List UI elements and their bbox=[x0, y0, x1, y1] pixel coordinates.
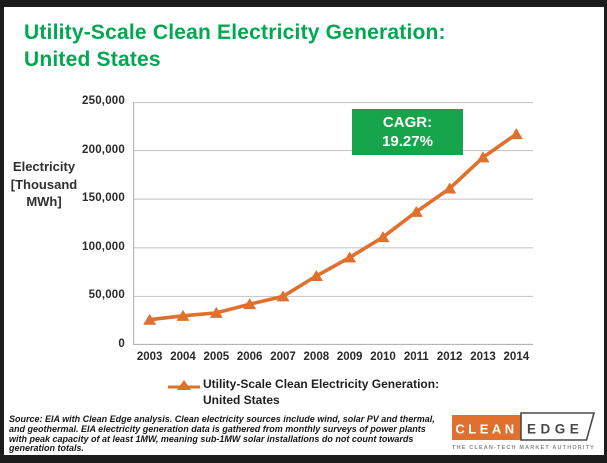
x-tick-label: 2013 bbox=[470, 351, 496, 363]
logo-clean-text: CLEAN bbox=[455, 422, 517, 437]
y-axis-title-line1: Electricity bbox=[12, 159, 76, 174]
y-tick-label: 250,000 bbox=[82, 95, 125, 107]
x-tick-label: 2012 bbox=[436, 351, 463, 363]
cagr-label: CAGR: bbox=[382, 114, 433, 131]
page-title: Utility-Scale Clean Electricity Generati… bbox=[24, 19, 446, 73]
data-point-marker bbox=[276, 290, 290, 302]
logo-edge-box bbox=[520, 412, 596, 441]
data-point-marker bbox=[243, 298, 257, 310]
y-tick-label: 50,000 bbox=[88, 289, 125, 302]
line-chart-plot-area bbox=[133, 102, 533, 345]
x-tick-label: 2006 bbox=[236, 351, 263, 363]
y-axis-title-line3: MWh] bbox=[26, 194, 62, 209]
data-point-marker bbox=[443, 182, 457, 194]
data-point-marker bbox=[476, 151, 490, 163]
y-axis-title: Electricity [Thousand MWh] bbox=[6, 158, 82, 211]
data-point-marker bbox=[509, 128, 523, 140]
cagr-callout: CAGR: 19.27% bbox=[352, 109, 463, 155]
slide-background bbox=[4, 7, 604, 455]
legend: Utility-Scale Clean Electricity Generati… bbox=[168, 377, 439, 408]
x-tick-label: 2009 bbox=[336, 351, 363, 363]
data-point-marker bbox=[376, 231, 390, 243]
data-point-marker bbox=[409, 205, 423, 217]
x-tick-label: 2011 bbox=[403, 351, 429, 363]
legend-label-line1: Utility-Scale Clean Electricity Generati… bbox=[203, 377, 440, 391]
y-tick-label: 100,000 bbox=[82, 240, 125, 253]
logo-edge-text: EDGE bbox=[527, 422, 583, 437]
legend-label: Utility-Scale Clean Electricity Generati… bbox=[203, 377, 439, 408]
y-tick-label: 0 bbox=[118, 338, 125, 350]
logo-tagline: THE CLEAN-TECH MARKET AUTHORITY bbox=[452, 445, 595, 451]
data-point-marker bbox=[209, 306, 223, 318]
series-line bbox=[149, 132, 518, 322]
x-tick-label: 2003 bbox=[136, 351, 163, 363]
y-tick-label: 150,000 bbox=[82, 192, 125, 205]
cagr-value: 19.27% bbox=[382, 133, 433, 150]
data-point-marker bbox=[176, 309, 190, 321]
y-axis-title-line2: [Thousand bbox=[10, 176, 78, 192]
x-tick-label: 2004 bbox=[170, 351, 196, 363]
x-tick-label: 2005 bbox=[203, 351, 230, 363]
x-tick-label: 2014 bbox=[503, 351, 530, 363]
legend-label-line2: United States bbox=[203, 392, 280, 407]
data-point-marker bbox=[343, 251, 357, 263]
data-point-marker bbox=[143, 313, 157, 325]
clean-edge-logo: CLEAN EDGE THE CLEAN-TECH MARKET AUTHORI… bbox=[452, 412, 596, 451]
y-tick-label: 200,000 bbox=[82, 143, 125, 156]
page-title-line1: Utility-Scale Clean Electricity Generati… bbox=[24, 21, 446, 44]
x-tick-label: 2008 bbox=[303, 351, 330, 363]
source-note: Source: EIA with Clean Edge analysis. Cl… bbox=[9, 414, 435, 454]
x-tick-label: 2007 bbox=[270, 351, 296, 363]
x-tick-label: 2010 bbox=[370, 351, 396, 363]
logo-clean-box bbox=[452, 415, 521, 440]
page-title-line2: United States bbox=[24, 48, 161, 71]
legend-series-marker-icon bbox=[168, 380, 200, 390]
data-point-marker bbox=[309, 269, 323, 281]
